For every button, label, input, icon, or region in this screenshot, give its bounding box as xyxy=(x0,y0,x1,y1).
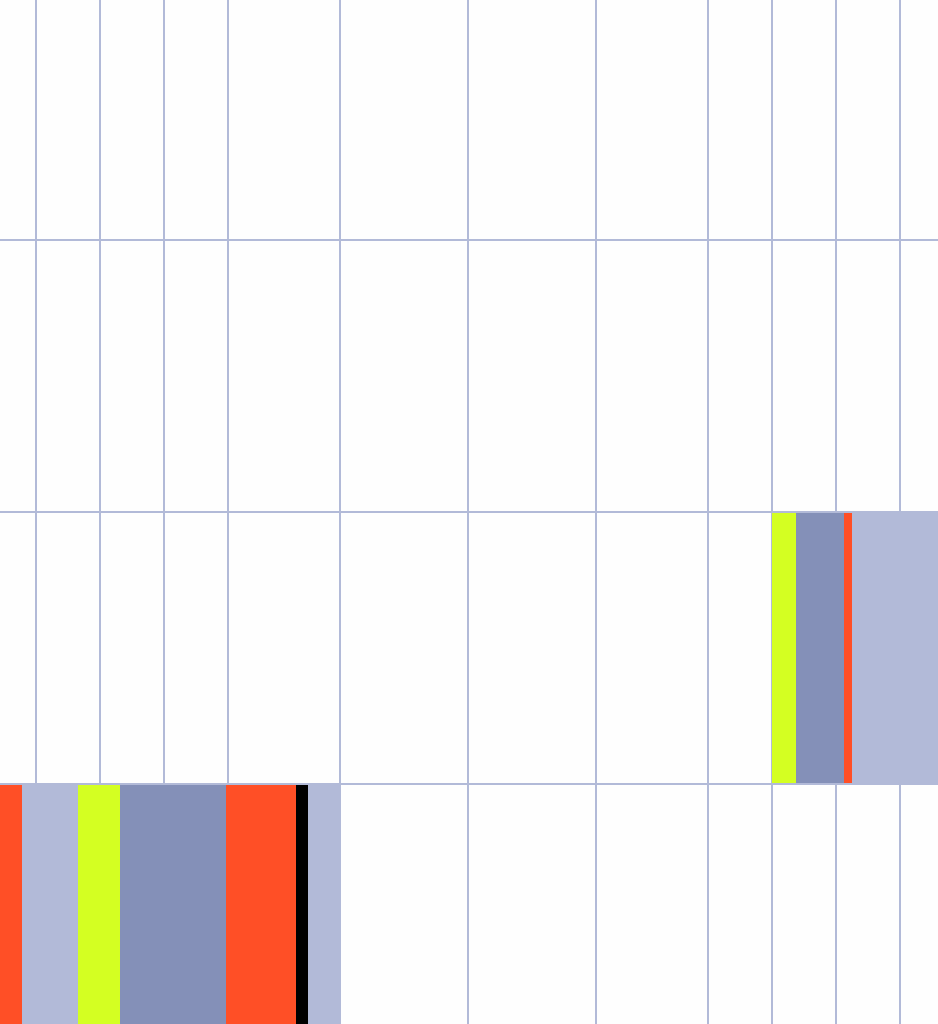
stripe xyxy=(0,785,22,1024)
stripe xyxy=(78,785,120,1024)
stripe xyxy=(226,785,296,1024)
stripe xyxy=(772,513,796,783)
stripe xyxy=(308,785,340,1024)
stripe xyxy=(796,513,844,783)
block-upper xyxy=(772,513,938,783)
stripe xyxy=(120,785,226,1024)
stripe xyxy=(296,785,308,1024)
stripe xyxy=(852,513,938,783)
block-lower xyxy=(0,785,340,1024)
stripe xyxy=(22,785,78,1024)
stripe xyxy=(844,513,852,783)
